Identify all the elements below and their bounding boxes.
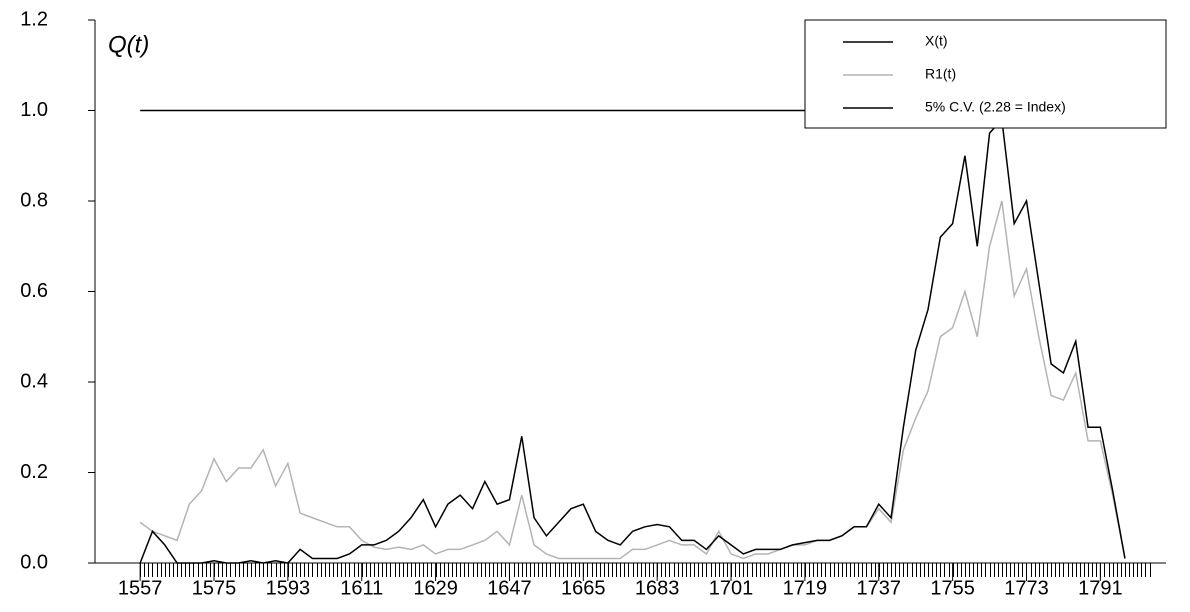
data-line [139,200,1126,560]
x-tick-label: 1647 [487,577,532,599]
x-tick-label: 1755 [930,577,975,599]
x-tick-label: 1557 [118,577,163,599]
x-tick-label: 1737 [857,577,902,599]
y-tick-label: 1.0 [20,99,48,121]
y-tick-label: 0.0 [20,551,48,573]
legend-label: 5% C.V. (2.28 = Index) [925,99,1066,115]
legend-label: R1(t) [925,66,956,82]
y-tick-label: 1.2 [20,8,48,30]
minor-ticks [140,563,1151,577]
x-tick-label: 1611 [340,577,383,599]
x-tick-label: 1701 [709,577,754,599]
x-tick-label: 1683 [635,577,680,599]
y-tick-label: 0.8 [20,189,48,211]
y-tick-label: 0.4 [20,370,48,392]
x-tick-label: 1665 [561,577,606,599]
x-tick-label: 1773 [1004,577,1049,599]
chart-title: Q(t) [108,31,149,58]
x-tick-label: 1791 [1078,577,1123,599]
y-tick-label: 0.2 [20,461,48,483]
y-tick-label: 0.6 [20,280,48,302]
x-tick-label: 1719 [783,577,828,599]
data-line [139,117,1126,564]
x-tick-label: 1629 [413,577,458,599]
legend-box [804,19,1167,129]
legend-label: X(t) [925,33,948,49]
x-tick-label: 1593 [266,577,311,599]
x-tick-label: 1575 [192,577,237,599]
